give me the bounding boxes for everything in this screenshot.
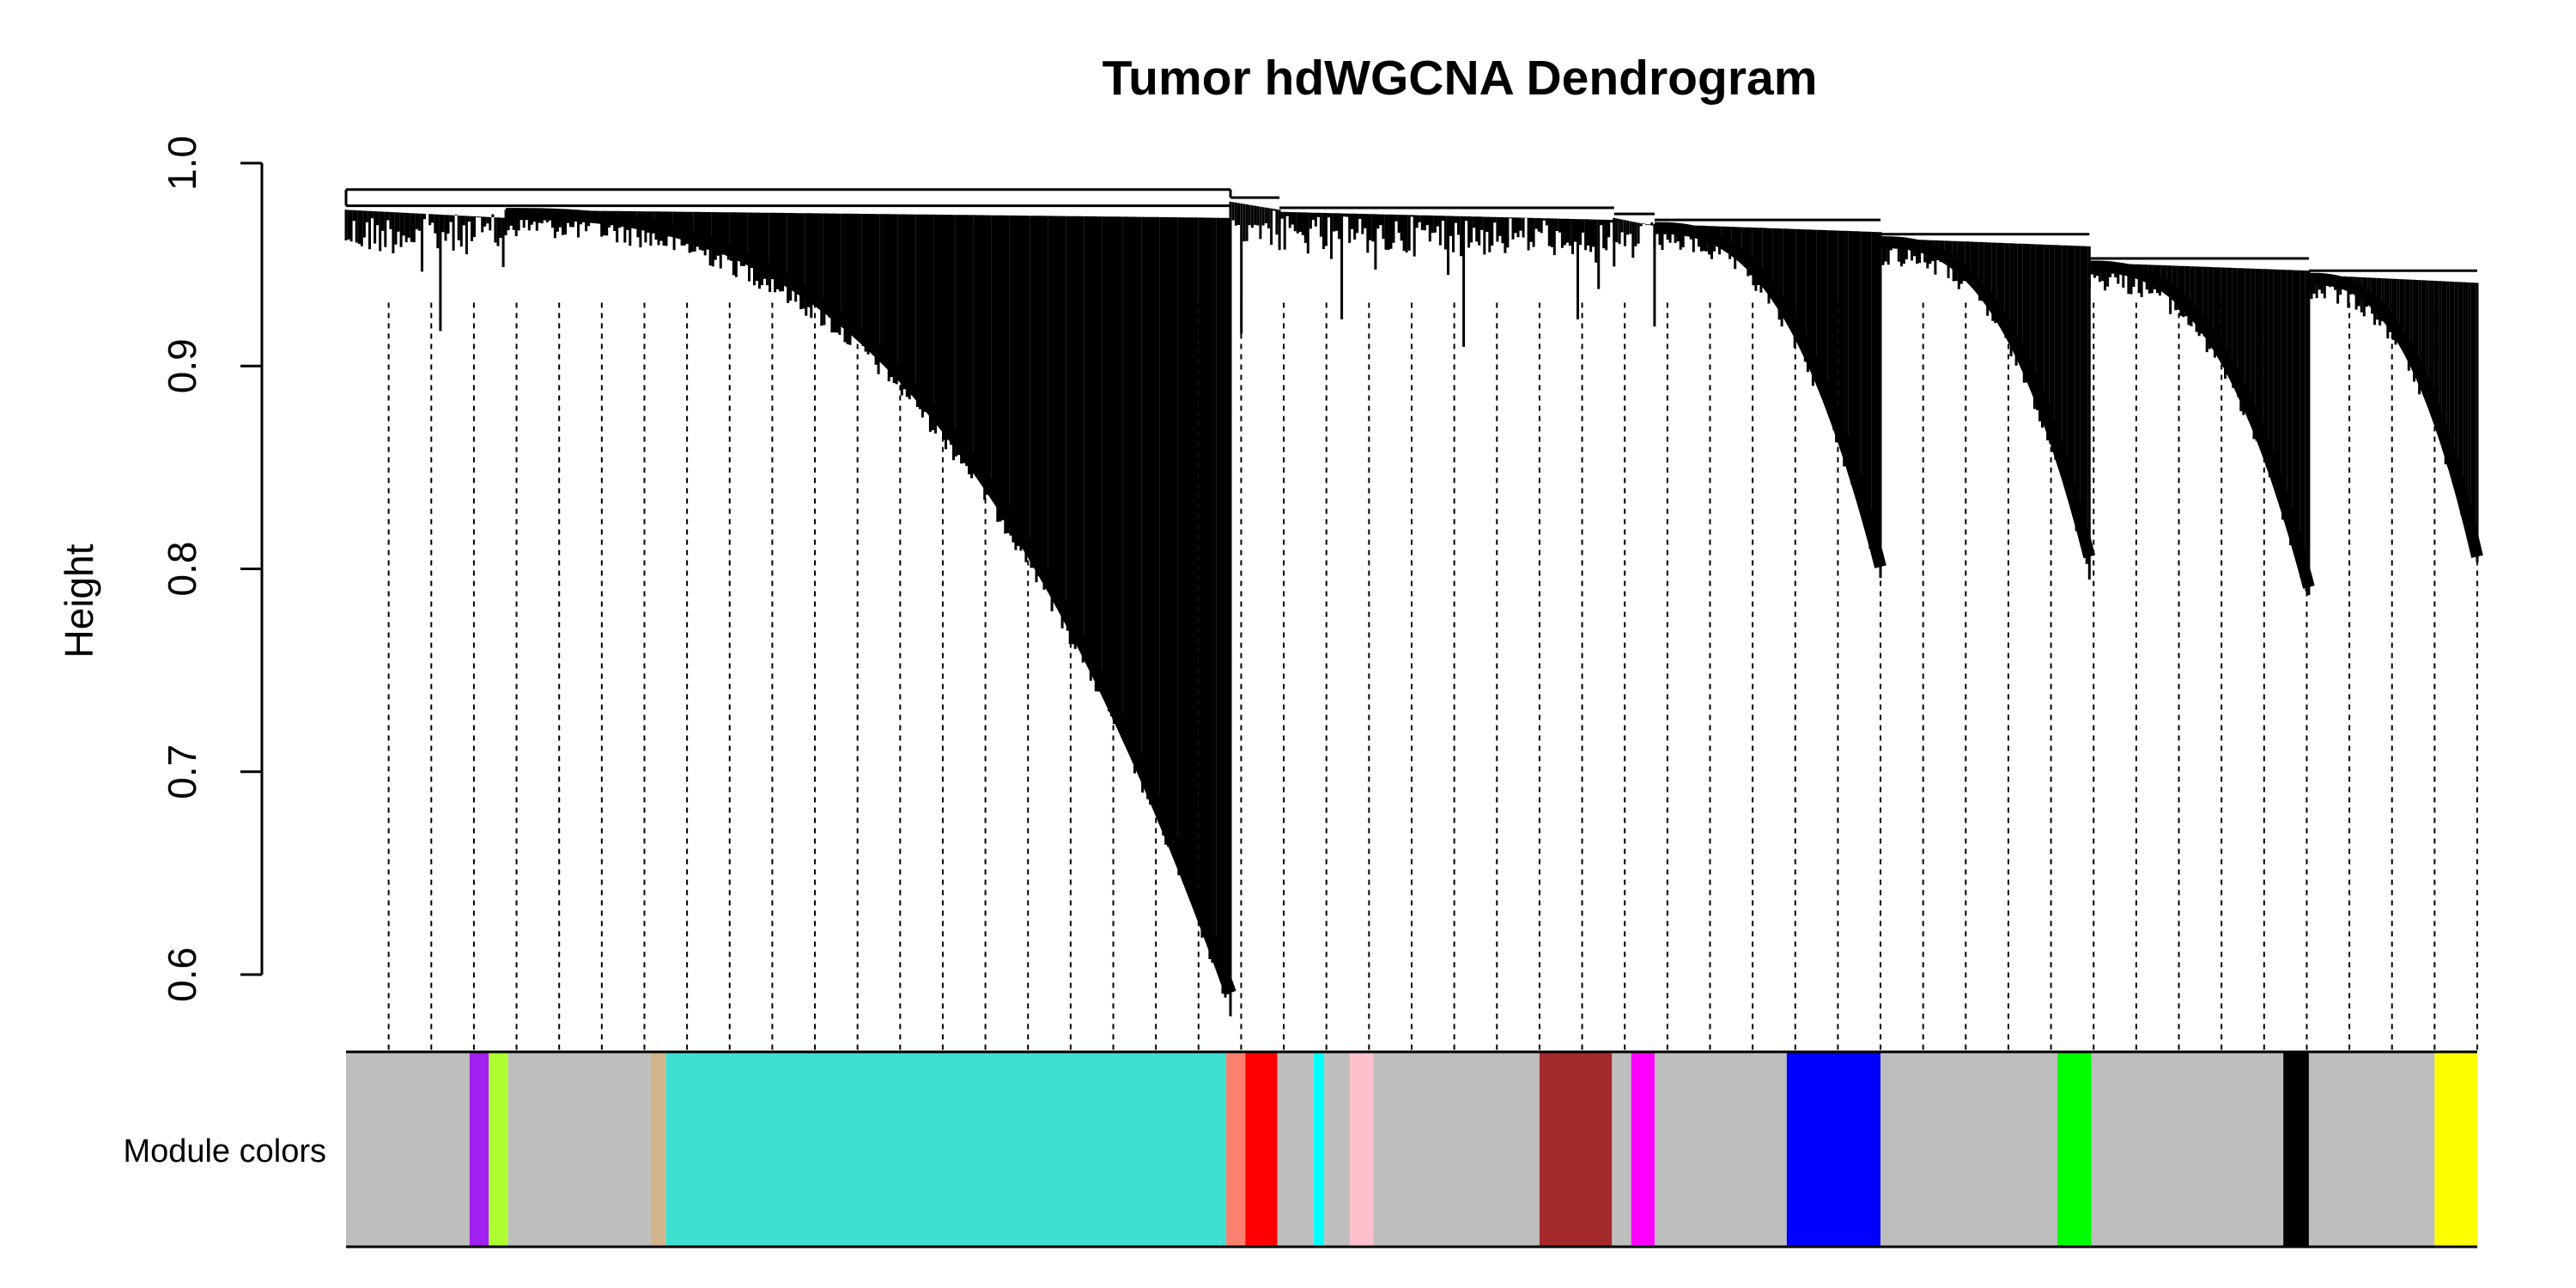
module-color-segment <box>1786 1052 1881 1247</box>
branch-leaves <box>1613 217 1656 327</box>
module-color-segment <box>346 1052 470 1247</box>
module-color-segment <box>1539 1052 1613 1247</box>
module-color-segment <box>507 1052 651 1247</box>
y-tick-label: 1.0 <box>160 136 204 191</box>
y-tick-label: 0.8 <box>160 542 204 597</box>
dendrogram-branch <box>504 204 1236 1017</box>
module-color-segment <box>2091 1052 2284 1247</box>
branch-leaves <box>1229 201 1281 334</box>
module-color-segment <box>1350 1052 1374 1247</box>
module-color-segment <box>1277 1052 1314 1247</box>
module-color-segment <box>1373 1052 1540 1247</box>
module-color-bar <box>346 1050 2477 1249</box>
dashed-leader-lines <box>387 302 2478 1052</box>
y-tick-label: 0.7 <box>160 744 204 799</box>
branch-edge <box>1880 236 2096 559</box>
module-color-segment <box>2057 1052 2092 1247</box>
dendrogram-branch <box>1613 212 1656 327</box>
dendrogram-branch <box>1229 196 1281 334</box>
dendrogram-branch <box>1278 206 1616 347</box>
dendrogram-branch <box>1879 233 2096 580</box>
module-color-segment <box>1226 1052 1246 1247</box>
chart-title: Tumor hdWGCNA Dendrogram <box>1103 51 1818 106</box>
module-color-segment <box>489 1052 508 1247</box>
branch-edge <box>2089 260 2315 589</box>
dendrogram-branch <box>2307 269 2483 562</box>
y-tick-label: 0.6 <box>160 947 204 1002</box>
module-color-segment <box>2434 1052 2477 1247</box>
module-color-segment <box>1313 1052 1325 1247</box>
module-color-segment <box>1880 1052 2058 1247</box>
module-color-segment <box>1324 1052 1351 1247</box>
branch-edge <box>506 208 1236 995</box>
branch-edge <box>1654 222 1886 568</box>
module-color-segment <box>1612 1052 1631 1247</box>
branch-leaves <box>344 210 507 331</box>
dendrogram-branch <box>1653 218 1886 579</box>
module-color-segment <box>665 1052 1227 1247</box>
module-color-segment <box>469 1052 489 1247</box>
branch-leaves <box>504 210 1232 1017</box>
dendrogram-branch <box>344 204 507 331</box>
y-axis-label: Height <box>57 544 101 658</box>
dendrogram-branch <box>2087 257 2315 596</box>
y-tick-label: 0.9 <box>160 338 204 393</box>
module-color-segment <box>2308 1052 2435 1247</box>
module-color-segment <box>2283 1052 2309 1247</box>
module-color-segment <box>1631 1052 1655 1247</box>
module-color-segment <box>650 1052 666 1247</box>
dendrogram-tree <box>344 188 2483 1017</box>
branch-leaves <box>1278 211 1616 347</box>
module-color-segment <box>1245 1052 1278 1247</box>
module-colors-label: Module colors <box>123 1133 326 1170</box>
branch-edge <box>2308 272 2483 558</box>
module-color-segment <box>1654 1052 1787 1247</box>
y-axis: 0.6 0.7 0.8 0.9 1.0 <box>160 136 264 1002</box>
